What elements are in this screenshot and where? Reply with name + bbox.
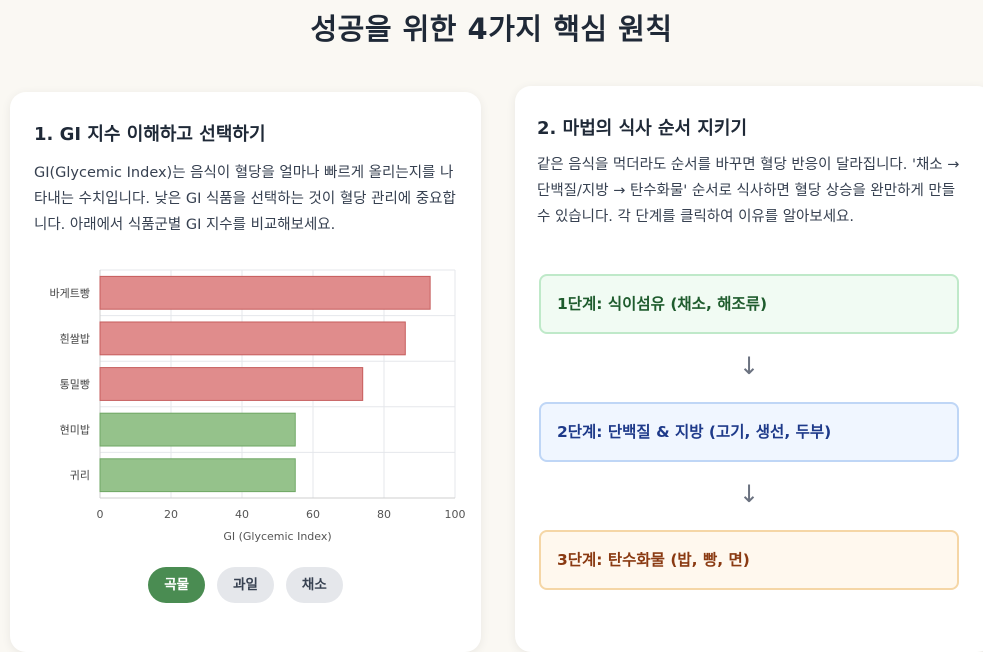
step-1-fiber[interactable]: 1단계: 식이섬유 (채소, 해조류) (539, 274, 959, 334)
gi-card-description: GI(Glycemic Index)는 음식이 혈당을 얼마나 빠르게 올리는지… (34, 165, 456, 233)
x-tick-label: 60 (306, 508, 320, 521)
filter-grains-button[interactable]: 곡물 (148, 567, 206, 603)
gi-card: 1. GI 지수 이해하고 선택하기 GI(Glycemic Index)는 음… (10, 92, 481, 652)
page-title: 성공을 위한 4가지 핵심 원칙 (310, 12, 673, 46)
bar (99, 321, 406, 356)
meal-order-card-description: 같은 음식을 먹더라도 순서를 바꾸면 혈당 반응이 달라집니다. '채소 → … (537, 157, 960, 225)
step-3-carbohydrates[interactable]: 3단계: 탄수화물 (밥, 빵, 면) (539, 530, 959, 590)
y-tick-label: 바게트빵 (50, 287, 90, 300)
x-tick-label: 0 (97, 508, 104, 521)
down-arrow-icon: ↓ (738, 480, 760, 508)
y-tick-label: 흰쌀밥 (60, 332, 90, 345)
y-tick-label: 통밀빵 (60, 378, 90, 391)
x-tick-label: 80 (377, 508, 391, 521)
bar (99, 275, 431, 310)
x-tick-label: 20 (164, 508, 178, 521)
step-2-protein-fat[interactable]: 2단계: 단백질 & 지방 (고기, 생선, 두부) (539, 402, 959, 462)
bar (99, 458, 296, 493)
food-filter-group: 곡물 과일 채소 (10, 567, 481, 603)
filter-vegetables-button[interactable]: 채소 (285, 567, 343, 603)
meal-order-card-title: 2. 마법의 식사 순서 지키기 (537, 118, 748, 139)
down-arrow-icon: ↓ (738, 352, 760, 380)
x-axis-label: GI (Glycemic Index) (223, 530, 331, 543)
meal-order-card: 2. 마법의 식사 순서 지키기 같은 음식을 먹더라도 순서를 바꾸면 혈당 … (515, 86, 983, 652)
bar (99, 412, 296, 447)
x-tick-label: 100 (445, 508, 466, 521)
x-tick-label: 40 (235, 508, 249, 521)
gi-card-title: 1. GI 지수 이해하고 선택하기 (34, 124, 266, 145)
y-tick-label: 귀리 (70, 469, 90, 482)
filter-fruits-button[interactable]: 과일 (217, 567, 274, 603)
bar (99, 367, 364, 401)
y-tick-label: 현미밥 (60, 424, 90, 437)
